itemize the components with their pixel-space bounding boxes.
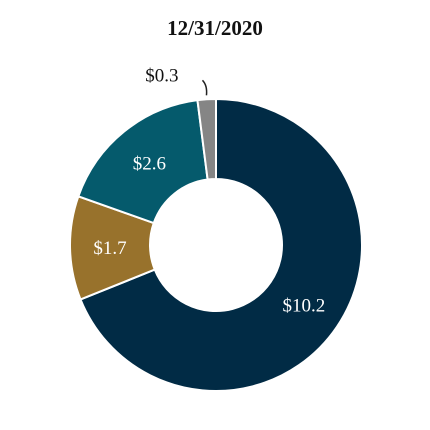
chart-title: 12/31/2020 — [167, 16, 263, 40]
slice-label-3: $0.3 — [145, 65, 178, 86]
slices-group — [69, 97, 363, 392]
slice-label-0: $10.2 — [282, 295, 325, 316]
leader-line-3 — [201, 79, 208, 96]
slice-0 — [79, 97, 363, 392]
slice-label-1: $1.7 — [93, 238, 126, 259]
slice-3 — [196, 97, 217, 181]
slice-2 — [77, 99, 209, 225]
slice-label-2: $2.6 — [133, 154, 166, 175]
labels-group: $10.2 $1.7 $2.6 $0.3 — [93, 65, 325, 316]
